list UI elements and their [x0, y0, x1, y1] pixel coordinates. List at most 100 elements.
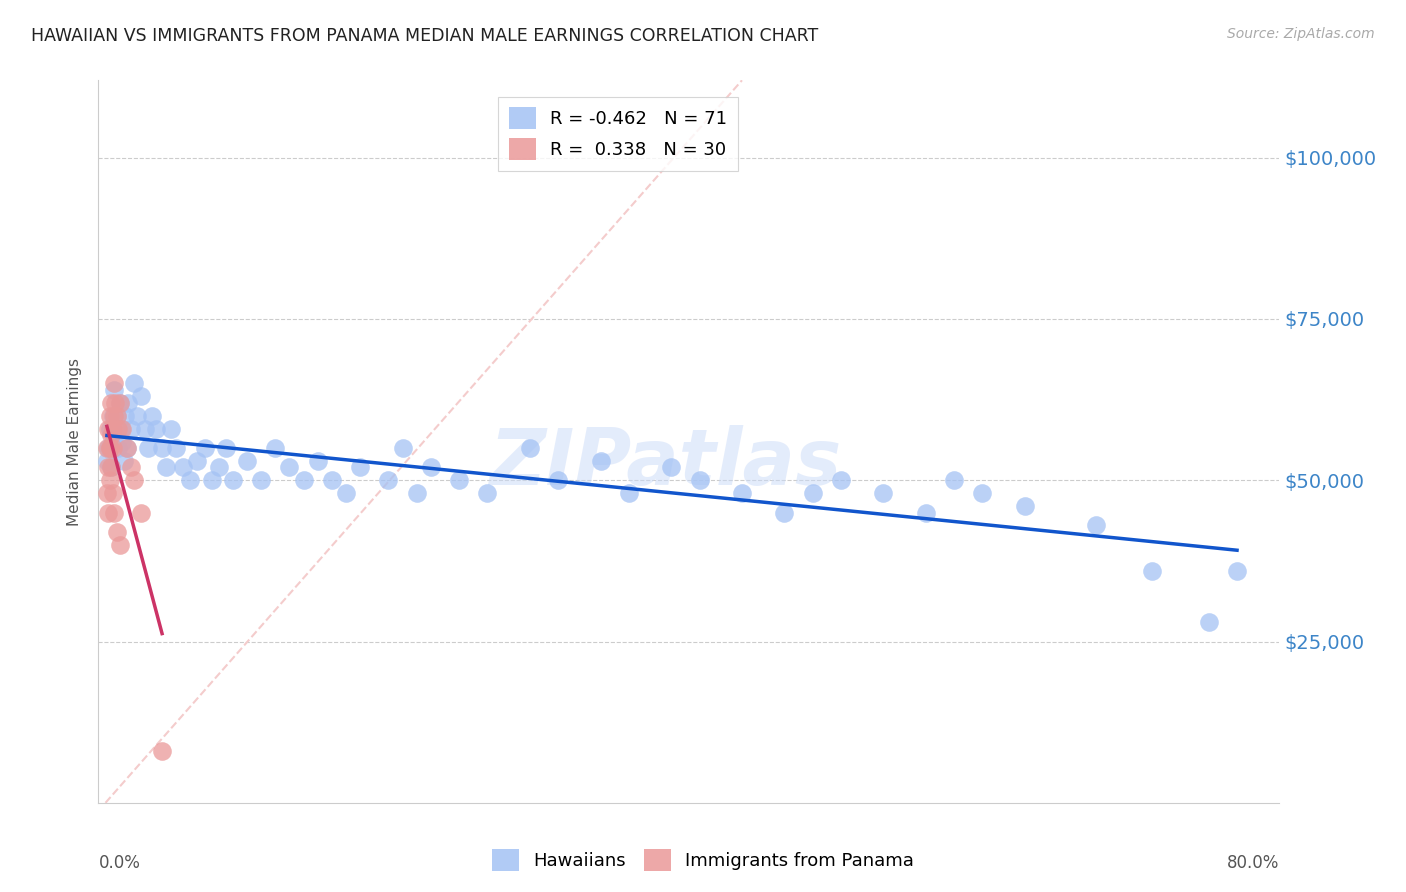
- Point: [97, 422, 120, 436]
- Point: [193, 441, 215, 455]
- Point: [111, 422, 134, 436]
- Point: [159, 422, 181, 436]
- Point: [519, 441, 541, 455]
- Point: [801, 486, 824, 500]
- Point: [98, 409, 121, 423]
- Point: [103, 383, 125, 397]
- Point: [98, 441, 121, 455]
- Point: [110, 422, 132, 436]
- Point: [98, 473, 121, 487]
- Point: [659, 460, 682, 475]
- Point: [100, 428, 122, 442]
- Text: HAWAIIAN VS IMMIGRANTS FROM PANAMA MEDIAN MALE EARNINGS CORRELATION CHART: HAWAIIAN VS IMMIGRANTS FROM PANAMA MEDIA…: [31, 27, 818, 45]
- Point: [96, 454, 118, 468]
- Point: [1084, 518, 1107, 533]
- Point: [101, 434, 124, 449]
- Text: 80.0%: 80.0%: [1227, 854, 1279, 871]
- Point: [477, 486, 499, 500]
- Point: [129, 389, 152, 403]
- Point: [98, 441, 121, 455]
- Point: [96, 486, 118, 500]
- Point: [1014, 499, 1036, 513]
- Point: [377, 473, 399, 487]
- Point: [107, 441, 129, 455]
- Point: [1140, 564, 1163, 578]
- Point: [129, 506, 152, 520]
- Point: [141, 409, 163, 423]
- Point: [101, 409, 124, 423]
- Point: [97, 441, 120, 455]
- Point: [114, 409, 136, 423]
- Point: [449, 473, 471, 487]
- Point: [101, 441, 124, 455]
- Point: [419, 460, 441, 475]
- Point: [136, 441, 159, 455]
- Y-axis label: Median Male Earnings: Median Male Earnings: [67, 358, 83, 525]
- Point: [96, 441, 118, 455]
- Point: [104, 428, 127, 442]
- Legend: R = -0.462   N = 71, R =  0.338   N = 30: R = -0.462 N = 71, R = 0.338 N = 30: [498, 96, 738, 171]
- Point: [111, 434, 134, 449]
- Point: [105, 409, 128, 423]
- Point: [830, 473, 852, 487]
- Point: [391, 441, 413, 455]
- Point: [100, 460, 122, 475]
- Point: [915, 506, 938, 520]
- Point: [108, 396, 131, 410]
- Point: [307, 454, 329, 468]
- Point: [107, 422, 129, 436]
- Point: [165, 441, 187, 455]
- Point: [145, 422, 167, 436]
- Point: [278, 460, 301, 475]
- Legend: Hawaiians, Immigrants from Panama: Hawaiians, Immigrants from Panama: [485, 842, 921, 879]
- Point: [872, 486, 894, 500]
- Point: [617, 486, 640, 500]
- Point: [120, 422, 142, 436]
- Point: [98, 422, 121, 436]
- Point: [150, 441, 173, 455]
- Point: [103, 376, 125, 391]
- Point: [943, 473, 966, 487]
- Point: [405, 486, 427, 500]
- Point: [115, 441, 138, 455]
- Point: [101, 422, 124, 436]
- Point: [689, 473, 711, 487]
- Point: [731, 486, 754, 500]
- Point: [773, 506, 796, 520]
- Point: [222, 473, 245, 487]
- Point: [250, 473, 273, 487]
- Point: [264, 441, 287, 455]
- Point: [120, 460, 142, 475]
- Point: [97, 506, 120, 520]
- Point: [589, 454, 612, 468]
- Point: [117, 396, 139, 410]
- Point: [122, 376, 145, 391]
- Point: [125, 409, 148, 423]
- Point: [172, 460, 194, 475]
- Point: [112, 454, 135, 468]
- Point: [349, 460, 371, 475]
- Point: [115, 441, 138, 455]
- Point: [104, 396, 127, 410]
- Point: [547, 473, 569, 487]
- Point: [150, 744, 173, 758]
- Point: [972, 486, 994, 500]
- Point: [179, 473, 201, 487]
- Point: [103, 409, 125, 423]
- Point: [335, 486, 357, 500]
- Point: [155, 460, 177, 475]
- Point: [186, 454, 208, 468]
- Point: [108, 538, 131, 552]
- Point: [208, 460, 231, 475]
- Point: [100, 460, 122, 475]
- Point: [105, 524, 128, 539]
- Text: 0.0%: 0.0%: [98, 854, 141, 871]
- Point: [1226, 564, 1249, 578]
- Point: [1198, 615, 1220, 630]
- Point: [103, 506, 125, 520]
- Point: [200, 473, 222, 487]
- Point: [215, 441, 238, 455]
- Point: [101, 486, 124, 500]
- Point: [97, 460, 120, 475]
- Point: [236, 454, 259, 468]
